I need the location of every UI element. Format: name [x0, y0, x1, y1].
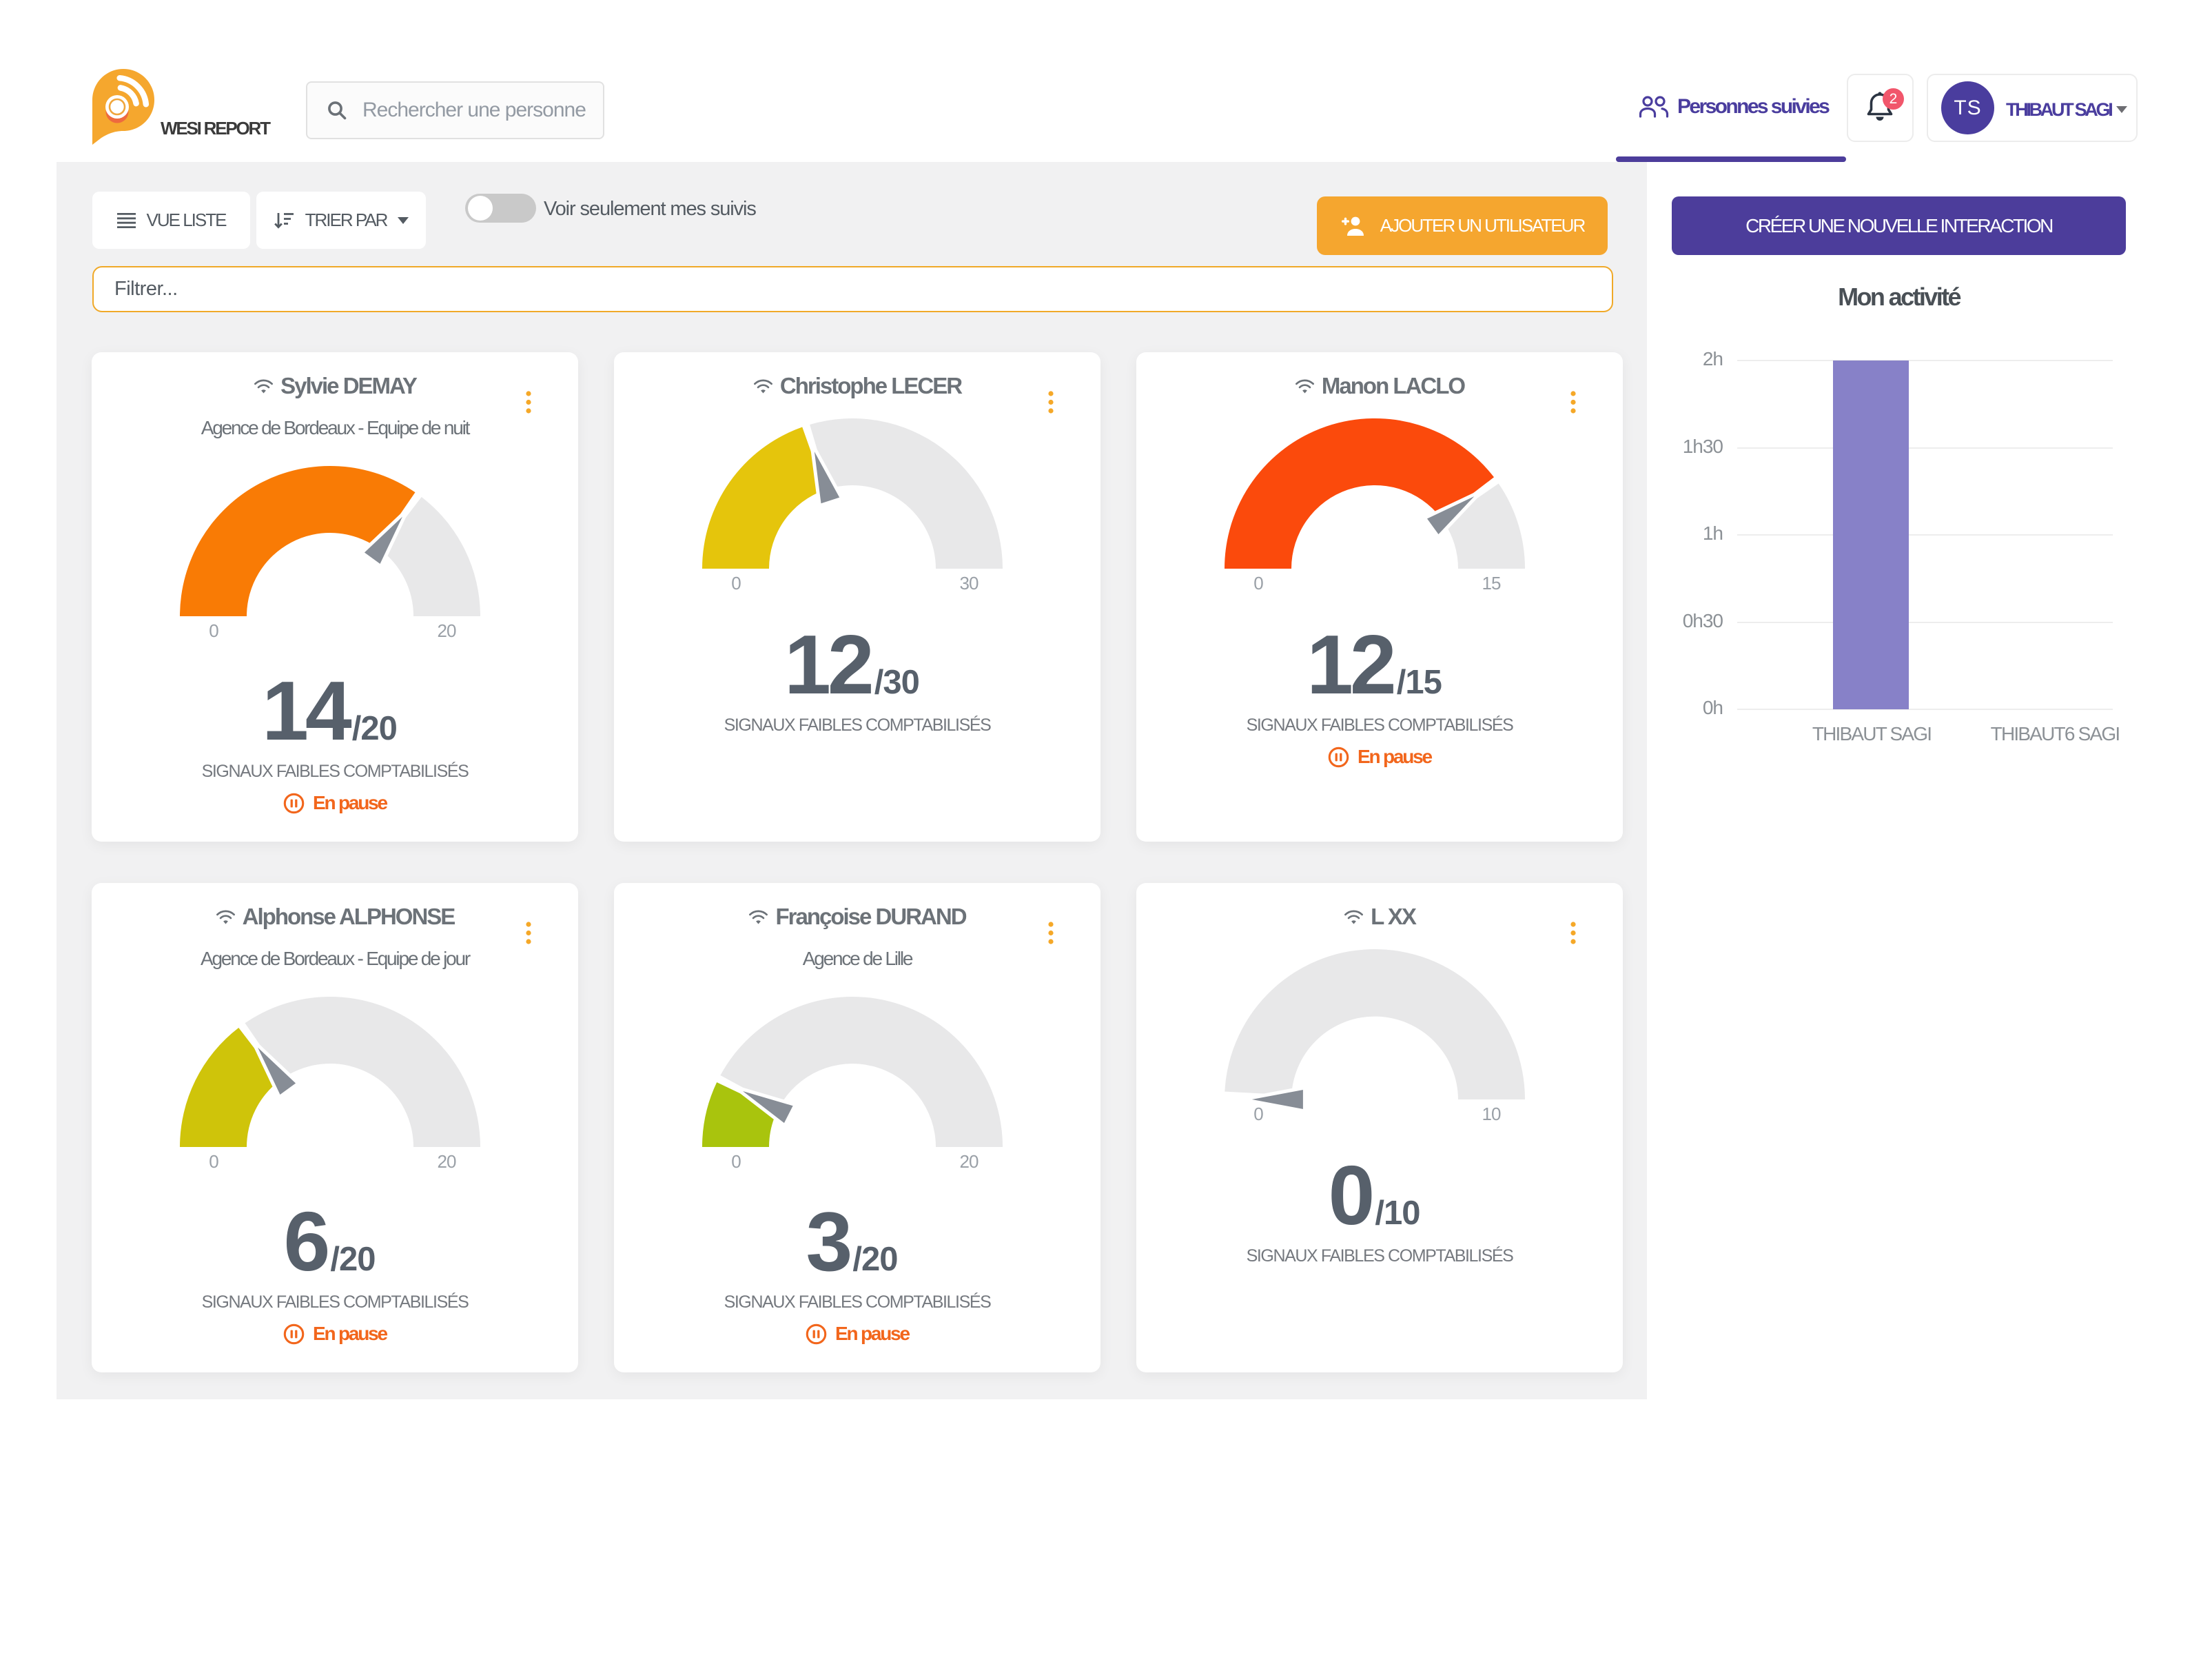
svg-text:10: 10 [1482, 1104, 1501, 1124]
svg-text:0: 0 [209, 1151, 218, 1172]
svg-text:0: 0 [1253, 573, 1263, 593]
svg-text:15: 15 [1482, 573, 1501, 593]
svg-text:0: 0 [1253, 1104, 1263, 1124]
svg-text:20: 20 [960, 1151, 979, 1172]
svg-text:0: 0 [209, 620, 218, 641]
svg-text:20: 20 [438, 620, 456, 641]
svg-text:0: 0 [731, 1151, 741, 1172]
svg-text:30: 30 [960, 573, 979, 593]
svg-text:0: 0 [731, 573, 741, 593]
svg-text:20: 20 [438, 1151, 456, 1172]
